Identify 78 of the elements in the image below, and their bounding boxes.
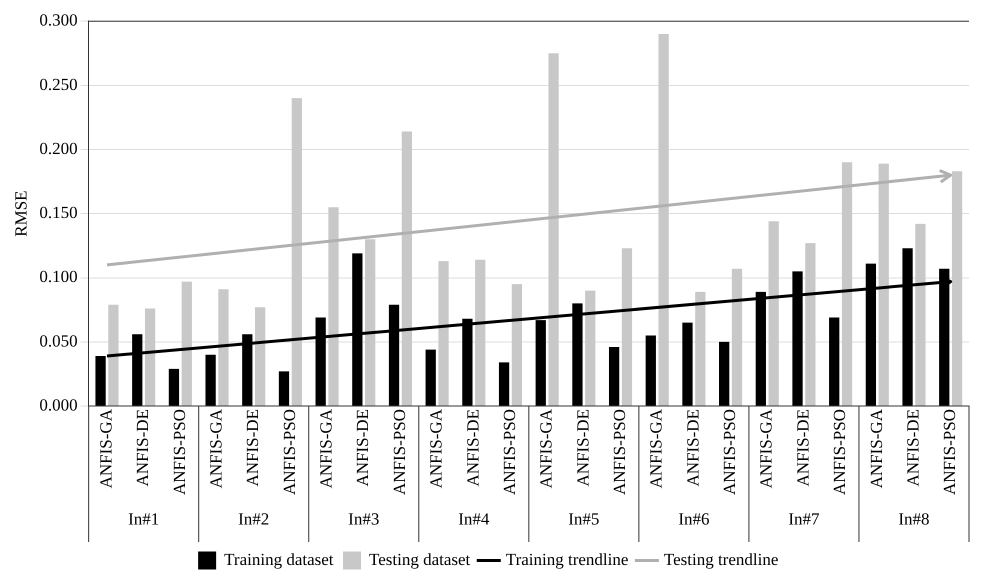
- x-tick-label: ANFIS-DE: [573, 409, 592, 486]
- legend-label: Testing trendline: [664, 550, 778, 569]
- x-tick-label: ANFIS-PSO: [500, 409, 519, 496]
- x-tick-label: ANFIS-GA: [316, 408, 336, 488]
- bar: [842, 162, 852, 406]
- text: In#4: [458, 509, 490, 528]
- bar: [829, 318, 840, 406]
- x-tick-label: ANFIS-PSO: [940, 409, 960, 496]
- bar: [622, 248, 632, 406]
- x-tick-label: ANFIS-DE: [683, 409, 702, 486]
- bar: [732, 268, 742, 406]
- bar: [108, 304, 119, 406]
- x-tick-label: ANFIS-DE: [463, 409, 482, 486]
- x-tick-label: ANFIS-PSO: [390, 409, 409, 496]
- bar: [278, 371, 290, 406]
- y-tick-label: 0.200: [39, 138, 78, 158]
- x-tick-label: ANFIS-GA: [96, 408, 116, 488]
- x-tick-label: ANFIS-DE: [243, 409, 262, 486]
- y-tick-label: 0.050: [39, 331, 78, 350]
- bar: [695, 292, 706, 406]
- bar: [768, 221, 779, 406]
- bar: [952, 171, 962, 406]
- bar: [719, 342, 730, 406]
- bar: [365, 239, 376, 406]
- y-tick-label: 0.300: [39, 10, 78, 30]
- bar: [438, 261, 449, 406]
- y-tick-label: 0.100: [39, 267, 78, 286]
- legend-label: Training trendline: [506, 550, 628, 569]
- x-tick-label: ANFIS-GA: [866, 408, 886, 488]
- bar: [805, 243, 816, 406]
- bar: [585, 290, 596, 406]
- x-tick-label: ANFIS-PSO: [170, 409, 189, 496]
- text: In#5: [568, 509, 600, 528]
- bar: [328, 207, 339, 406]
- y-tick-label: 0.250: [39, 74, 78, 94]
- y-tick-label: 0.000: [39, 396, 78, 414]
- x-tick-label: ANFIS-GA: [426, 408, 446, 488]
- legend-label: Training dataset: [224, 550, 334, 569]
- x-tick-label: ANFIS-PSO: [830, 409, 850, 496]
- x-tick-label: ANFIS-DE: [353, 409, 372, 486]
- bar: [426, 350, 436, 406]
- text: In#1: [128, 509, 160, 528]
- y-tick-label: 0.150: [39, 203, 78, 222]
- y-axis-title: RMSE: [12, 190, 31, 237]
- bar: [682, 322, 693, 406]
- bar: [168, 368, 180, 406]
- x-tick-label: ANFIS-GA: [756, 408, 776, 488]
- bar: [658, 34, 669, 406]
- bar: [402, 132, 412, 406]
- bar: [144, 308, 156, 406]
- x-tick-label: ANFIS-GA: [646, 408, 666, 488]
- text: In#3: [348, 509, 380, 528]
- legend-label: Testing dataset: [369, 550, 471, 569]
- text: In#7: [788, 509, 820, 528]
- bar: [255, 307, 266, 406]
- x-tick-label: ANFIS-PSO: [720, 409, 740, 496]
- x-tick-label: ANFIS-PSO: [610, 409, 629, 496]
- bar: [915, 224, 926, 406]
- bar: [498, 362, 510, 406]
- bar: [608, 347, 620, 406]
- text: In#6: [678, 509, 710, 528]
- text: In#8: [898, 509, 930, 528]
- text: In#2: [238, 509, 270, 528]
- x-tick-label: ANFIS-DE: [133, 409, 152, 486]
- bar: [218, 289, 229, 406]
- x-tick-label: ANFIS-PSO: [280, 409, 299, 496]
- bar: [512, 284, 522, 406]
- x-tick-label: ANFIS-DE: [793, 409, 812, 486]
- bar: [182, 282, 192, 406]
- x-tick-label: ANFIS-GA: [536, 408, 556, 488]
- bar: [878, 164, 889, 406]
- bar: [646, 335, 656, 406]
- x-tick-label: ANFIS-GA: [206, 408, 226, 488]
- bar: [292, 98, 302, 406]
- bar: [205, 354, 216, 406]
- bar: [548, 53, 559, 406]
- bar: [475, 260, 486, 406]
- x-tick-label: ANFIS-DE: [903, 409, 922, 486]
